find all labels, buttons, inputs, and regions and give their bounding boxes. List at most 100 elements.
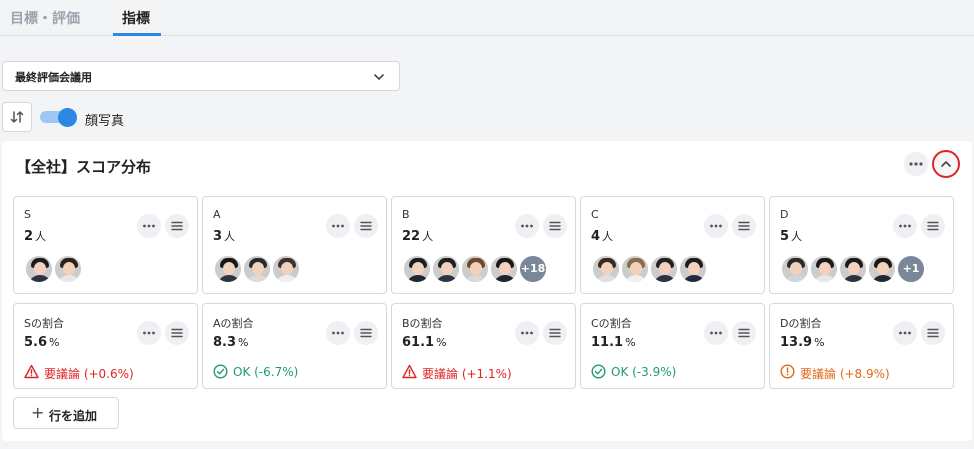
avatar-body — [813, 275, 837, 282]
card-menu-button[interactable] — [354, 321, 378, 345]
menu-icon — [927, 221, 939, 231]
grade-label: D — [780, 208, 789, 221]
avatar[interactable] — [591, 254, 621, 284]
tab-goals-evaluation[interactable]: 目標・評価 — [10, 11, 80, 27]
sort-button[interactable] — [2, 102, 32, 132]
grade-card-b[interactable]: B 22 人 +18 — [391, 196, 576, 294]
avatar[interactable] — [24, 254, 54, 284]
more-horizontal-icon — [332, 224, 344, 228]
card-more-button[interactable] — [515, 321, 539, 345]
card-more-button[interactable] — [326, 321, 350, 345]
card-menu-button[interactable] — [921, 214, 945, 238]
chevron-down-icon — [374, 74, 384, 80]
card-more-button[interactable] — [137, 214, 161, 238]
card-more-button[interactable] — [515, 214, 539, 238]
ratio-card[interactable]: Bの割合 61.1% 要議論 (+1.1%) — [391, 303, 576, 389]
panel-more-button[interactable] — [904, 152, 928, 176]
menu-icon — [549, 328, 561, 338]
avatar-body — [624, 275, 648, 282]
card-menu-button[interactable] — [354, 214, 378, 238]
grade-count-value: 22 — [402, 229, 421, 244]
card-more-button[interactable] — [893, 214, 917, 238]
avatar[interactable] — [867, 254, 897, 284]
view-select[interactable]: 最終評価会議用 — [2, 61, 400, 91]
avatar-face — [223, 262, 235, 275]
avatar-face — [252, 262, 264, 275]
card-menu-button[interactable] — [543, 214, 567, 238]
ratio-card[interactable]: Aの割合 8.3% OK (-6.7%) — [202, 303, 387, 389]
menu-icon — [171, 328, 183, 338]
avatar-face — [470, 262, 482, 275]
avatar-body — [435, 275, 459, 282]
card-more-button[interactable] — [137, 321, 161, 345]
avatar[interactable] — [620, 254, 650, 284]
avatar[interactable] — [431, 254, 461, 284]
ratio-label: Bの割合 — [402, 317, 443, 330]
ratio-status-text: OK (-3.9%) — [611, 365, 677, 379]
avatar-face — [848, 262, 860, 275]
card-more-button[interactable] — [704, 321, 728, 345]
card-more-button[interactable] — [704, 214, 728, 238]
more-horizontal-icon — [521, 224, 533, 228]
card-menu-button[interactable] — [165, 321, 189, 345]
alert-circle-icon — [780, 364, 795, 379]
ratio-value-unit: % — [49, 336, 60, 349]
sort-icon — [10, 111, 24, 123]
face-photo-toggle-label: 顔写真 — [85, 114, 125, 129]
avatar[interactable] — [809, 254, 839, 284]
avatar-body — [464, 275, 488, 282]
grade-label: C — [591, 208, 599, 221]
ratio-card[interactable]: Sの割合 5.6% 要議論 (+0.6%) — [13, 303, 198, 389]
view-select-value: 最終評価会議用 — [15, 71, 92, 84]
card-menu-button[interactable] — [165, 214, 189, 238]
ratio-status-text: 要議論 (+1.1%) — [422, 367, 512, 381]
avatar[interactable] — [780, 254, 810, 284]
face-photo-toggle[interactable] — [40, 108, 78, 127]
ratio-card[interactable]: Cの割合 11.1% OK (-3.9%) — [580, 303, 765, 389]
avatar[interactable] — [53, 254, 83, 284]
panel-collapse-button[interactable] — [932, 150, 960, 178]
ratio-value-unit: % — [625, 336, 636, 349]
avatar-face — [499, 262, 511, 275]
plus-icon: + — [31, 403, 45, 422]
ratio-card[interactable]: Dの割合 13.9% 要議論 (+8.9%) — [769, 303, 954, 389]
ratio-value-number: 5.6 — [24, 335, 48, 350]
card-more-button[interactable] — [326, 214, 350, 238]
avatar[interactable] — [649, 254, 679, 284]
avatar-body — [842, 275, 866, 282]
grade-card-d[interactable]: D 5 人 +1 — [769, 196, 954, 294]
avatar[interactable] — [678, 254, 708, 284]
avatar[interactable] — [460, 254, 490, 284]
grade-count-value: 5 — [780, 229, 790, 244]
ratio-value: 61.1% — [402, 335, 447, 350]
avatar-body — [217, 275, 241, 282]
avatar[interactable] — [213, 254, 243, 284]
card-more-button[interactable] — [893, 321, 917, 345]
more-horizontal-icon — [899, 224, 911, 228]
avatar[interactable] — [271, 254, 301, 284]
avatar[interactable] — [838, 254, 868, 284]
avatar[interactable] — [402, 254, 432, 284]
add-row-label: 行を追加 — [49, 409, 98, 423]
grade-count-unit: 人 — [35, 230, 47, 243]
avatar-more-badge[interactable]: +1 — [896, 254, 926, 284]
tab-indicators[interactable]: 指標 — [122, 11, 150, 27]
grade-label: B — [402, 208, 410, 221]
avatar[interactable] — [242, 254, 272, 284]
grade-count-unit: 人 — [602, 230, 614, 243]
ratio-status-text: OK (-6.7%) — [233, 365, 299, 379]
card-menu-button[interactable] — [543, 321, 567, 345]
card-menu-button[interactable] — [921, 321, 945, 345]
add-row-button[interactable]: + 行を追加 — [13, 397, 119, 429]
avatar-more-badge[interactable]: +18 — [518, 254, 548, 284]
more-horizontal-icon — [909, 162, 923, 166]
card-menu-button[interactable] — [732, 321, 756, 345]
avatar-face — [790, 262, 802, 275]
ratio-status-text: 要議論 (+8.9%) — [800, 367, 890, 381]
card-menu-button[interactable] — [732, 214, 756, 238]
avatar[interactable] — [489, 254, 519, 284]
